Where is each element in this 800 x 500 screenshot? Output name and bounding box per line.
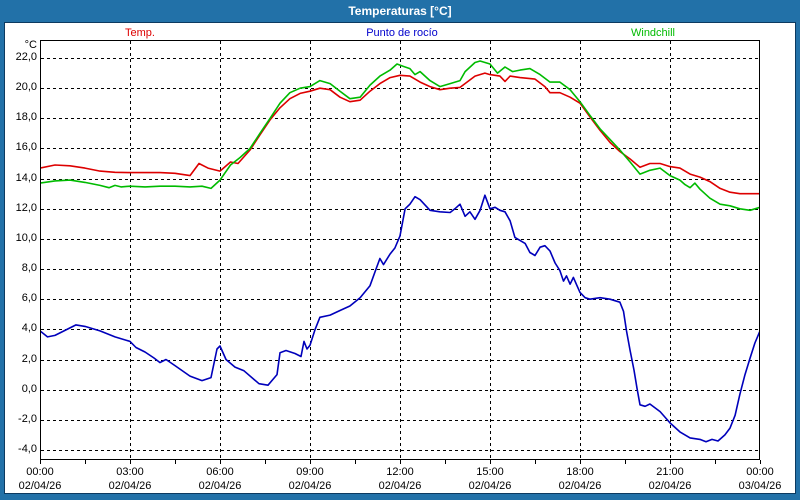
y-tick-label: 0,0 bbox=[21, 382, 37, 395]
plot-border bbox=[40, 40, 760, 460]
y-tick-label: 20,0 bbox=[15, 81, 37, 94]
window-title: Temperaturas [°C] bbox=[348, 4, 452, 18]
x-tick-date: 02/04/26 bbox=[198, 480, 242, 492]
x-tick-time: 00:00 bbox=[26, 466, 54, 478]
dewpoint-line bbox=[40, 194, 760, 443]
x-tick-date: 02/04/26 bbox=[648, 480, 692, 492]
x-tick-time: 03:00 bbox=[116, 466, 144, 478]
x-tick-mark bbox=[625, 460, 626, 464]
chart-panel: Temp. Punto de rocío Windchill °C 22,0 20… bbox=[4, 22, 796, 494]
y-tick-label: 14,0 bbox=[15, 171, 37, 184]
legend-item-dewpoint: Punto de rocío bbox=[366, 27, 438, 39]
y-tick-label: 16,0 bbox=[15, 141, 37, 154]
y-tick-label: 8,0 bbox=[21, 262, 37, 275]
x-tick-mark bbox=[130, 460, 131, 464]
x-tick-time: 21:00 bbox=[656, 466, 684, 478]
x-tick-mark bbox=[760, 460, 761, 464]
x-tick-mark bbox=[445, 460, 446, 464]
y-tick-label: 4,0 bbox=[21, 322, 37, 335]
x-tick-mark bbox=[265, 460, 266, 464]
x-tick-time: 06:00 bbox=[206, 466, 234, 478]
x-tick-mark bbox=[580, 460, 581, 464]
x-tick-mark bbox=[85, 460, 86, 464]
x-tick-date: 02/04/26 bbox=[378, 480, 422, 492]
windchill-line bbox=[40, 60, 760, 212]
y-tick-label: -4,0 bbox=[18, 442, 37, 455]
x-tick-date: 03/04/26 bbox=[738, 480, 782, 492]
x-tick-mark bbox=[310, 460, 311, 464]
x-tick-time: 12:00 bbox=[386, 466, 414, 478]
legend-item-temp: Temp. bbox=[125, 27, 155, 39]
x-tick-date: 02/04/26 bbox=[288, 480, 332, 492]
x-tick-date: 02/04/26 bbox=[108, 480, 152, 492]
x-tick-time: 15:00 bbox=[476, 466, 504, 478]
y-tick-label: 6,0 bbox=[21, 292, 37, 305]
x-tick-mark bbox=[220, 460, 221, 464]
x-tick-mark bbox=[400, 460, 401, 464]
x-tick-date: 02/04/26 bbox=[468, 480, 512, 492]
y-tick-label: 18,0 bbox=[15, 111, 37, 124]
y-tick-label: -2,0 bbox=[18, 412, 37, 425]
x-tick-mark bbox=[490, 460, 491, 464]
x-tick-mark bbox=[715, 460, 716, 464]
x-tick-date: 02/04/26 bbox=[558, 480, 602, 492]
x-tick-time: 09:00 bbox=[296, 466, 324, 478]
y-axis-unit-label: °C bbox=[24, 39, 37, 51]
legend-item-windchill: Windchill bbox=[630, 27, 676, 39]
x-tick-mark bbox=[670, 460, 671, 464]
x-tick-mark bbox=[355, 460, 356, 464]
temp-line bbox=[40, 72, 760, 195]
x-tick-time: 18:00 bbox=[566, 466, 594, 478]
x-tick-mark bbox=[40, 460, 41, 464]
x-tick-mark bbox=[535, 460, 536, 464]
y-tick-label: 10,0 bbox=[15, 231, 37, 244]
x-tick-date: 02/04/26 bbox=[18, 480, 62, 492]
x-tick-time: 00:00 bbox=[746, 466, 774, 478]
y-tick-label: 22,0 bbox=[15, 51, 37, 63]
temperature-chart bbox=[40, 40, 760, 460]
y-tick-label: 12,0 bbox=[15, 201, 37, 214]
y-tick-label: 2,0 bbox=[21, 352, 37, 365]
x-tick-mark bbox=[175, 460, 176, 464]
